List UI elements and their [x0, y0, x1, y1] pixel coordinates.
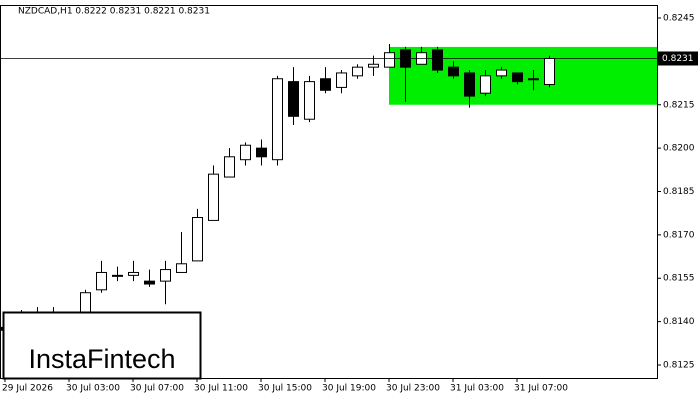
candle-body: [432, 49, 443, 71]
last-price-box: [658, 51, 698, 66]
candle-body: [272, 78, 283, 161]
x-tick-label: 30 Jul 19:00: [322, 384, 376, 394]
y-tick-label: 0.8215: [663, 100, 695, 110]
candle-body: [192, 217, 203, 262]
candle-body: [224, 156, 235, 178]
candle-body: [288, 81, 299, 117]
candle-body: [160, 269, 171, 282]
candle-body: [176, 263, 187, 273]
watermark: InstaFintech: [28, 344, 175, 374]
x-tick-label: 30 Jul 15:00: [258, 384, 312, 394]
candle-body: [304, 81, 315, 120]
last-price-label: 0.8231: [662, 54, 694, 64]
watermark-box: [2, 311, 202, 380]
x-tick-label: 30 Jul 23:00: [386, 384, 440, 394]
x-tick-label: 30 Jul 11:00: [194, 384, 248, 394]
y-tick-label: 0.8185: [663, 187, 695, 197]
candle-body: [368, 63, 379, 68]
candle-body: [384, 52, 395, 68]
candle-body: [512, 72, 523, 83]
y-tick-label: 0.8200: [663, 144, 695, 154]
x-tick-label: 29 Jul 2026: [2, 384, 53, 394]
candle-body: [112, 274, 123, 277]
x-tick-label: 31 Jul 07:00: [514, 384, 568, 394]
y-tick-label: 0.8125: [663, 360, 695, 370]
y-tick-label: 0.8170: [663, 230, 695, 240]
candle-body: [240, 144, 251, 161]
candle-body: [480, 75, 491, 94]
candle-body: [208, 173, 219, 221]
candle-body: [544, 57, 555, 86]
x-tick-label: 31 Jul 03:00: [450, 384, 504, 394]
y-tick-label: 0.8155: [663, 274, 695, 284]
candle-body: [496, 69, 507, 77]
y-tick-label: 0.8140: [663, 317, 695, 327]
candle-body: [352, 66, 363, 77]
y-tick-label: 0.8245: [663, 14, 695, 24]
candle-body: [144, 280, 155, 285]
candle-body: [464, 72, 475, 97]
candle-body: [96, 271, 107, 291]
candle-body: [320, 78, 331, 91]
candle-body: [528, 78, 539, 81]
x-tick-label: 30 Jul 07:00: [130, 384, 184, 394]
candle-body: [128, 271, 139, 276]
candle-body: [256, 147, 267, 158]
chart-title: NZDCAD,H1 0.8222 0.8231 0.8221 0.8231: [18, 7, 210, 17]
x-tick-label: 30 Jul 03:00: [66, 384, 120, 394]
candle-body: [336, 72, 347, 88]
candle-body: [448, 66, 459, 77]
